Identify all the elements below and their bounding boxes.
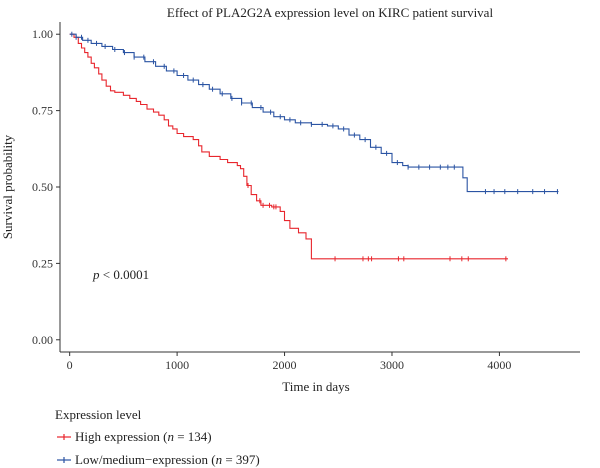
p-value-symbol: p — [92, 267, 100, 282]
legend-item-1: Low/medium−expression (n = 397) — [57, 452, 260, 467]
legend-label: Low/medium−expression (n = 397) — [75, 452, 260, 467]
p-value-annotation: p < 0.0001 — [92, 267, 149, 282]
x-tick-label: 3000 — [380, 358, 404, 372]
survival-curve-0 — [69, 33, 508, 260]
legend-item-0: High expression (n = 134) — [57, 429, 212, 444]
legend-label-suffix: = 134) — [174, 429, 212, 444]
chart-title: Effect of PLA2G2A expression level on KI… — [167, 5, 494, 20]
y-axis-label: Survival probability — [0, 134, 15, 239]
x-tick-label: 4000 — [487, 358, 511, 372]
series-1-group — [69, 31, 559, 195]
legend-label-n: n — [167, 429, 174, 444]
legend-title: Expression level — [55, 407, 142, 422]
y-tick-label: 1.00 — [32, 27, 53, 41]
legend: Expression level High expression (n = 13… — [55, 407, 260, 467]
y-tick-label: 0.75 — [32, 104, 53, 118]
x-tick-label: 2000 — [273, 358, 297, 372]
y-tick-label: 0.50 — [32, 180, 53, 194]
legend-label-n: n — [216, 452, 223, 467]
y-tick-label: 0.00 — [32, 333, 53, 347]
plot-series — [69, 31, 559, 262]
legend-label-suffix: = 397) — [222, 452, 260, 467]
legend-label-prefix: Low/medium−expression ( — [75, 452, 216, 467]
legend-label: High expression (n = 134) — [75, 429, 212, 444]
x-tick-label: 1000 — [165, 358, 189, 372]
legend-items: High expression (n = 134)Low/medium−expr… — [57, 429, 260, 467]
x-tick-label: 0 — [67, 358, 73, 372]
p-value-text: < 0.0001 — [100, 267, 150, 282]
axes: 0.00 0.25 0.50 0.75 1.00 0 1000 2000 3000 4000 — [32, 22, 580, 372]
legend-label-prefix: High expression ( — [75, 429, 167, 444]
series-0-group — [69, 33, 508, 262]
y-tick-label: 0.25 — [32, 256, 53, 270]
survival-curve-1 — [69, 33, 559, 193]
x-axis-label: Time in days — [282, 379, 349, 394]
